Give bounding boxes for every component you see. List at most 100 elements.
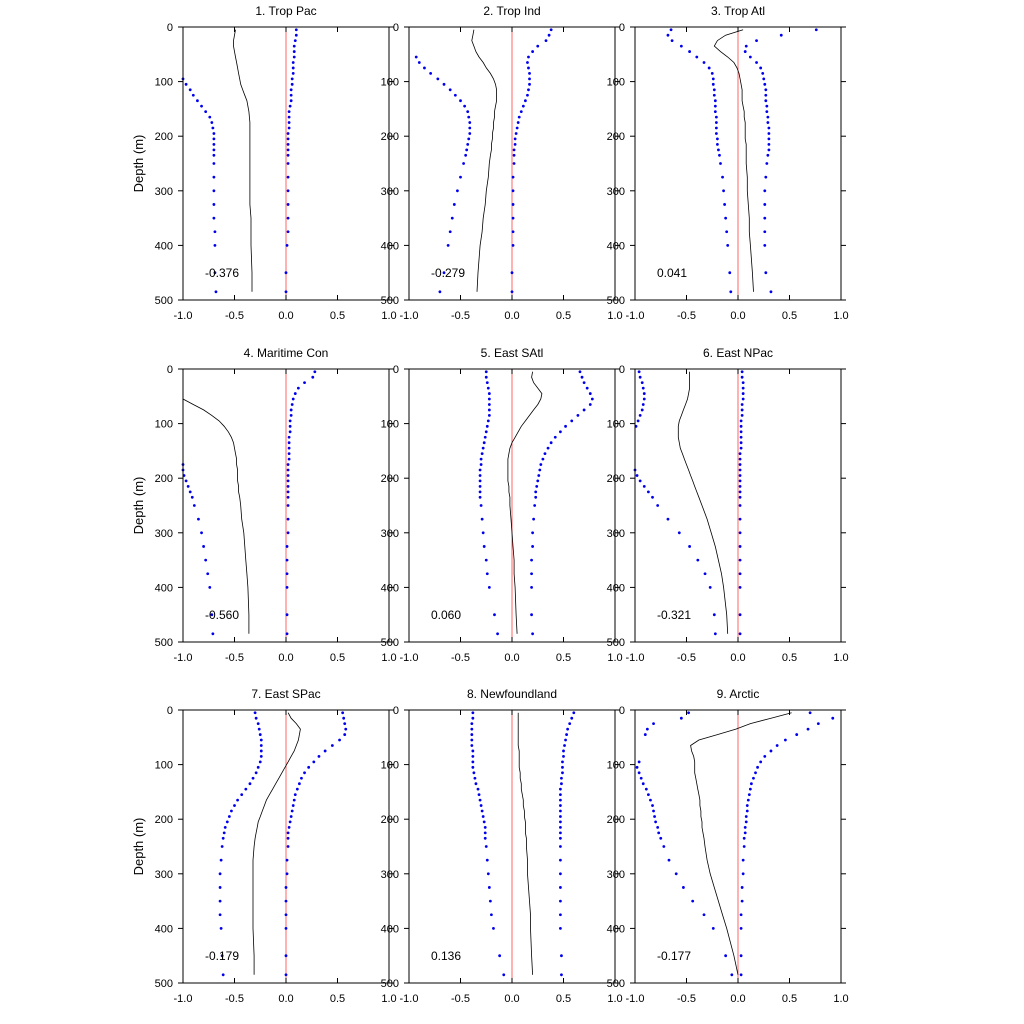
spread-point-lower [479,504,483,507]
spread-point-upper [559,831,562,835]
y-tick-label: 0 [393,22,399,34]
spread-point-lower [259,738,263,742]
spread-point-lower [477,793,481,797]
spread-point-lower [656,825,660,829]
spread-point-lower [713,632,717,636]
spread-point-lower [641,403,645,406]
spread-point-upper [739,435,743,439]
spread-point-upper [284,290,288,294]
spread-point-upper [738,545,742,548]
spread-point-lower [257,727,261,731]
spread-point-upper [738,586,742,589]
x-tick-label: -1.0 [400,993,419,1005]
y-tick-label: 100 [607,419,625,431]
spread-point-upper [559,845,562,848]
spread-point-upper [526,93,529,97]
y-tick-label: 400 [381,582,399,594]
spread-point-upper [738,484,742,488]
spread-point-upper [763,82,767,86]
spread-point-upper [559,872,562,876]
spread-point-upper [553,435,557,439]
panel-annotation: -0.376 [205,266,239,280]
spread-point-upper [307,765,311,769]
spread-point-upper [287,115,291,119]
spread-point-upper [286,132,290,135]
spread-point-lower [470,722,474,726]
spread-point-upper [563,744,566,747]
y-tick-label: 100 [607,760,625,772]
spread-point-lower [484,430,488,434]
spread-point-upper [286,474,290,477]
spread-point-lower [459,175,462,179]
spread-point-upper [287,121,291,124]
spread-point-lower [641,386,645,390]
spread-point-upper [285,858,289,862]
spread-point-upper [515,126,519,130]
spread-point-upper [343,722,347,726]
spread-point-upper [286,162,290,165]
spread-point-lower [645,727,649,731]
spread-point-upper [565,733,568,736]
spread-point-lower [254,716,258,720]
spread-point-upper [559,899,562,903]
spread-point-upper [535,484,539,488]
spread-point-lower [482,545,486,548]
spread-point-lower [210,121,214,124]
spread-point-lower [423,66,426,70]
panel-annotation: -0.321 [657,608,691,622]
spread-point-upper [287,446,291,450]
panel-title: 4. Maritime Con [244,346,329,360]
spread-point-lower [244,787,248,791]
y-tick-label: 200 [155,814,173,826]
spread-point-lower [481,531,485,535]
spread-point-lower [213,271,217,275]
spread-point-lower [483,836,487,840]
spread-point-upper [344,727,348,731]
x-tick-label: 1.0 [607,652,622,664]
spread-point-lower [484,370,488,374]
y-tick-label: 300 [607,528,625,540]
x-tick-label: 0.0 [278,310,293,322]
x-tick-label: 1.0 [381,652,396,664]
spread-point-upper [590,397,594,401]
spread-point-lower [483,825,487,829]
spread-point-lower [470,738,474,742]
spread-point-upper [740,403,744,406]
spread-point-upper [741,392,745,395]
spread-point-upper [561,765,564,769]
spread-point-upper [289,815,293,818]
panel-title: 3. Trop Atl [711,4,765,18]
spread-point-upper [559,825,562,829]
spread-point-upper [285,613,289,617]
spread-point-upper [748,787,752,791]
spread-point-lower [487,408,491,412]
panel-1: 1. Trop Pac -1.0 -0.5 0.0 0.5 1.0 0 100 200 300 40… [155,4,397,322]
spread-point-lower [450,216,454,220]
y-axis-label: Depth (m) [131,818,146,876]
spread-point-lower [208,586,212,589]
spread-point-upper [530,558,533,562]
spread-point-upper [740,886,744,889]
spread-point-lower [258,733,262,736]
y-tick-label: 300 [155,869,173,881]
spread-point-lower [202,545,206,548]
spread-point-lower [200,531,203,535]
spread-point-upper [531,632,534,636]
spread-point-upper [290,77,294,81]
spread-point-upper [510,290,514,294]
spread-point-lower [707,66,711,70]
spread-point-upper [285,586,289,589]
panel-7: 7. East SPac -1.0 -0.5 0.0 0.5 1.0 0 100 200 300 4… [155,687,397,1005]
mean-line [677,371,729,634]
spread-point-upper [779,33,783,37]
spread-point-upper [521,104,525,108]
spread-point-lower [466,142,470,146]
spread-point-lower [721,175,724,179]
spread-point-upper [749,782,753,786]
spread-point-upper [510,271,514,275]
x-tick-label: 0.5 [330,310,345,322]
spread-point-lower [670,39,674,43]
spread-point-upper [585,386,589,390]
spread-point-upper [293,793,297,797]
spread-point-upper [765,162,769,165]
